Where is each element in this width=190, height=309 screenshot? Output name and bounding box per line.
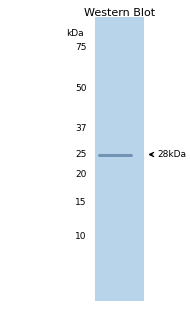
Text: 25: 25 <box>75 150 86 159</box>
Text: 50: 50 <box>75 83 86 93</box>
Bar <box>95 17 144 301</box>
Text: 37: 37 <box>75 124 86 133</box>
Text: Western Blot: Western Blot <box>84 8 155 18</box>
Text: 15: 15 <box>75 198 86 207</box>
Text: kDa: kDa <box>66 29 84 38</box>
Text: 20: 20 <box>75 170 86 179</box>
Text: 75: 75 <box>75 43 86 53</box>
Text: 10: 10 <box>75 232 86 241</box>
Text: 28kDa: 28kDa <box>158 150 187 159</box>
